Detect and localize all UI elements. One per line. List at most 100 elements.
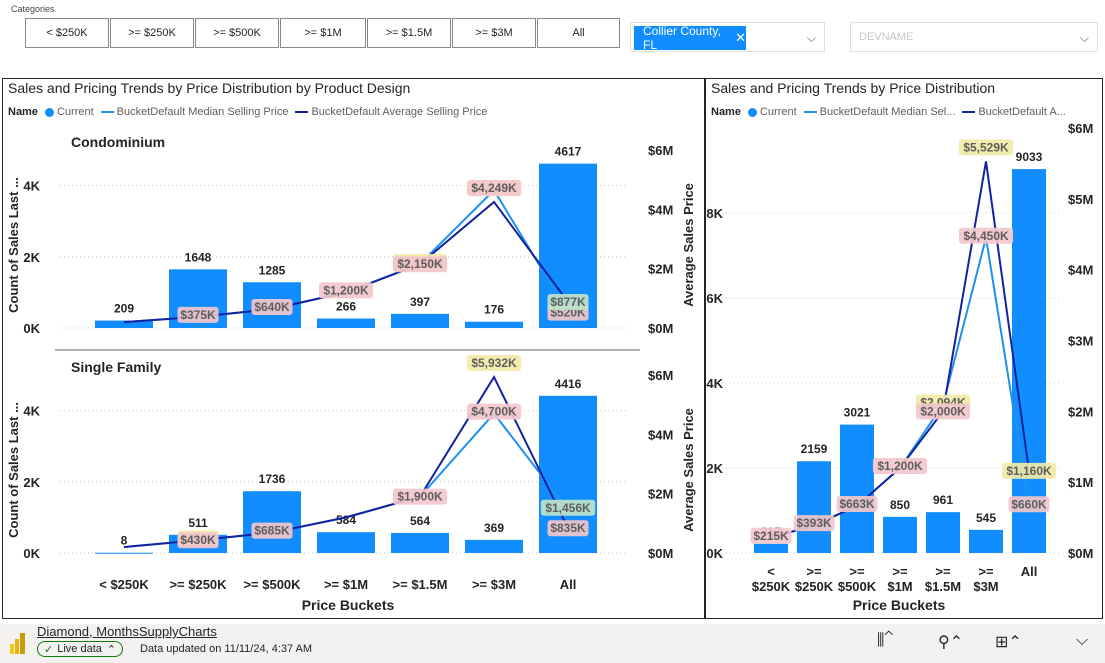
category-ge-500k-button[interactable]: >= $500K — [195, 18, 279, 48]
y-left-tick: 4K — [23, 179, 40, 194]
median-value-label: $1,200K — [323, 283, 369, 297]
y-right-axis-title: Average Sales Price — [681, 408, 696, 532]
chevron-down-icon[interactable]: ⌵ — [1079, 31, 1089, 45]
median-value-label-bg — [1008, 496, 1050, 513]
report-name-link[interactable]: Diamond, MonthsSupplyCharts — [37, 624, 217, 639]
bar — [391, 532, 449, 553]
category-ge-1-5m-button[interactable]: >= $1.5M — [367, 18, 451, 48]
status-bar: Diamond, MonthsSupplyCharts ✓ Live data … — [0, 624, 1105, 663]
y-right-tick: $6M — [1068, 121, 1093, 136]
legend-average-marker — [295, 111, 309, 113]
average-value-label: $5,932K — [471, 356, 517, 370]
y-left-tick: 6K — [706, 291, 723, 306]
average-value-label: $2,000K — [920, 404, 966, 418]
x-tick-label: $3M — [973, 579, 998, 594]
legend-name-label: Name — [711, 106, 741, 118]
bar — [797, 461, 831, 553]
x-tick-label: >= — [978, 564, 994, 579]
small-multiple-title: Single Family — [71, 359, 161, 375]
charts-canvas: 0K 2K 4K $0M $2M $4M $6M Condominium Count of Sa… — [6, 121, 1093, 613]
legend-average-label: BucketDefault Average Selling Price — [311, 106, 488, 118]
county-slicer[interactable]: Collier County, FL ✕ ⌵ — [630, 22, 825, 52]
y-right-tick: $4M — [1068, 263, 1093, 278]
bar-value-label: 4617 — [555, 145, 582, 159]
right-chart-panel[interactable] — [705, 78, 1103, 619]
y-left-tick: 4K — [23, 404, 40, 419]
x-tick-label: $1M — [887, 579, 912, 594]
y-left-axis-title: Count of Sales Last ... — [6, 177, 21, 313]
y-right-tick: $0M — [1068, 546, 1093, 561]
average-value-label: $4,249K — [471, 181, 517, 195]
add-visual-icon[interactable]: ⊞⌃ — [995, 634, 1022, 651]
live-data-button[interactable]: ✓ Live data ⌃ — [37, 641, 124, 657]
x-tick-label: >= $500K — [243, 577, 301, 592]
devname-slicer[interactable]: DEVNAME ⌵ — [850, 22, 1098, 52]
visual-chart-icon[interactable]: ⫼⌃ — [877, 632, 894, 649]
bar — [465, 539, 523, 553]
median-value-label: $375K — [180, 308, 216, 322]
y-right-tick: $1M — [1068, 475, 1093, 490]
category-all-button[interactable]: All — [537, 18, 620, 48]
format-brush-icon[interactable]: ⚲⌃ — [938, 634, 964, 651]
chevron-down-icon[interactable]: ⌵ — [1076, 632, 1089, 649]
bar-value-label: 850 — [890, 498, 910, 512]
left-legend: Name Current BucketDefault Median Sellin… — [8, 106, 487, 118]
category-ge-1m-button[interactable]: >= $1M — [280, 18, 366, 48]
average-value-label-bg — [547, 293, 589, 310]
x-tick-label: >= — [806, 564, 822, 579]
x-tick-label: >= — [935, 564, 951, 579]
category-ge-250k-button[interactable]: >= $250K — [110, 18, 194, 48]
median-value-label-bg — [318, 282, 374, 299]
x-axis-title: Price Buckets — [302, 597, 395, 613]
category-lt-250k-button[interactable]: < $250K — [25, 18, 109, 48]
median-value-label: $663K — [839, 497, 875, 511]
bar-value-label: 2159 — [801, 442, 828, 456]
x-tick-label: < — [767, 564, 775, 579]
county-chip[interactable]: Collier County, FL ✕ — [634, 24, 746, 52]
bar — [391, 313, 449, 328]
y-left-tick: 0K — [23, 546, 40, 561]
bar — [969, 529, 1003, 553]
bar-value-label: 8 — [121, 534, 128, 548]
average-value-label-bg — [915, 403, 971, 420]
legend-current-marker — [44, 107, 54, 117]
bar-value-label: 369 — [484, 521, 504, 535]
y-left-tick: 2K — [23, 250, 40, 265]
median-value-label: $640K — [254, 300, 290, 314]
y-right-axis-title: Average Sales Price — [681, 183, 696, 307]
x-tick-label: >= — [849, 564, 865, 579]
chevron-down-icon[interactable]: ⌵ — [806, 31, 816, 45]
bar-value-label: 1285 — [259, 263, 286, 277]
left-chart-panel[interactable] — [2, 78, 705, 619]
x-tick-label: All — [1021, 564, 1038, 579]
legend-name-label: Name — [8, 106, 38, 118]
category-ge-3m-button[interactable]: >= $3M — [452, 18, 536, 48]
bar — [840, 424, 874, 553]
bar-value-label: 176 — [484, 303, 504, 317]
x-tick-label: All — [560, 577, 577, 592]
legend-median-label: BucketDefault Median Selling Price — [116, 106, 289, 118]
bar — [317, 318, 375, 328]
average-value-label-bg — [958, 139, 1014, 156]
average-value-label: $1,900K — [397, 490, 443, 504]
bar-value-label: 564 — [410, 514, 430, 528]
y-left-tick: 4K — [706, 376, 723, 391]
average-value-label: $430K — [180, 533, 216, 547]
bar — [243, 491, 301, 553]
left-panel-title: Sales and Pricing Trends by Price Distri… — [8, 80, 411, 96]
average-value-label-bg — [392, 256, 448, 273]
y-left-tick: 0K — [23, 321, 40, 336]
y-right-tick: $2M — [1068, 404, 1093, 419]
average-value-label: $5,529K — [963, 140, 1009, 154]
median-value-label: $1,456K — [545, 501, 591, 515]
y-left-axis-title: Count of Sales Last ... — [6, 402, 21, 538]
close-icon[interactable]: ✕ — [735, 30, 746, 45]
x-tick-label: $1.5M — [925, 579, 961, 594]
bar-value-label: 209 — [114, 302, 134, 316]
bar — [95, 552, 153, 554]
right-legend: Name Current BucketDefault Median Sel...… — [711, 106, 1066, 118]
legend-average-label: BucketDefault A... — [978, 106, 1066, 118]
bar — [883, 516, 917, 553]
median-value-label-bg — [750, 527, 792, 544]
y-right-tick: $0M — [648, 546, 673, 561]
